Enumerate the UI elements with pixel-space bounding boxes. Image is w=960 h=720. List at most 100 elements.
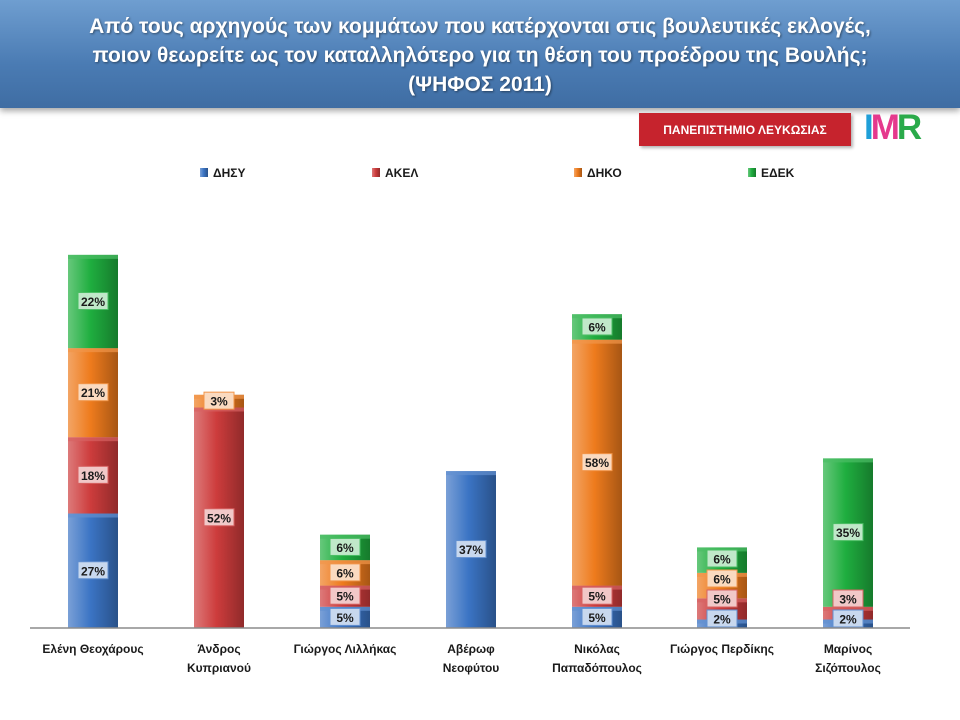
data-label: 6%: [329, 537, 361, 556]
data-label-box: [706, 549, 738, 568]
data-label-box: [203, 508, 235, 527]
bar-segment-cap: [572, 314, 622, 319]
data-label-text: 5%: [336, 611, 354, 625]
data-label: 22%: [77, 292, 109, 311]
x-tick-label: Ελένη Θεοχάρους: [42, 642, 143, 656]
legend-item-4: ΕΔΕΚ: [748, 166, 795, 180]
chart-title: Από τους αρχηγούς των κομμάτων που κατέρ…: [89, 15, 871, 96]
data-label-text: 27%: [81, 564, 105, 578]
legend-label: ΑΚΕΛ: [385, 166, 418, 180]
data-label-box: [455, 540, 487, 559]
bar-segment-cap: [68, 513, 118, 518]
x-tick-label: Γιώργος Περδίκης: [670, 642, 774, 656]
x-tick-label: Γιώργος Λιλλήκας: [294, 642, 397, 656]
data-label-text: 21%: [81, 386, 105, 400]
data-label: 5%: [581, 607, 613, 626]
bar-segment-cap: [697, 547, 747, 552]
data-label-text: 5%: [713, 593, 731, 607]
data-label-box: [832, 523, 864, 542]
data-label: 3%: [832, 589, 864, 608]
data-label-text: 5%: [336, 590, 354, 604]
legend-swatch: [200, 168, 208, 177]
data-label: 52%: [203, 508, 235, 527]
legend-item-2: ΑΚΕΛ: [372, 166, 418, 180]
data-label-box: [77, 383, 109, 402]
legend-item-1: ΔΗΣΥ: [200, 166, 246, 180]
data-label-box: [329, 607, 361, 626]
data-label-box: [77, 292, 109, 311]
data-label-box: [77, 561, 109, 580]
data-label-box: [832, 589, 864, 608]
data-label: 5%: [329, 586, 361, 605]
x-axis-labels: Ελένη Θεοχάρους Άνδρος Κυπριανού Γιώργος Λι…: [42, 642, 880, 675]
data-label: 21%: [77, 383, 109, 402]
data-label-text: 6%: [588, 320, 606, 334]
data-label: 6%: [581, 317, 613, 336]
data-label-text: 5%: [588, 590, 606, 604]
data-label-text: 6%: [336, 566, 354, 580]
data-label: 3%: [203, 391, 235, 410]
data-label-text: 18%: [81, 469, 105, 483]
data-label: 2%: [832, 609, 864, 628]
x-tick-label: Μαρίνος Σιζόπουλος: [815, 642, 881, 675]
data-label: 6%: [329, 563, 361, 582]
legend-label: ΔΗΣΥ: [213, 166, 246, 180]
university-badge: ΠΑΝΕΠΙΣΤΗΜΙΟ ΛΕΥΚΩΣΙΑΣ: [639, 113, 851, 146]
data-label-text: 2%: [713, 613, 731, 627]
data-label-text: 2%: [839, 613, 857, 627]
data-label-box: [581, 317, 613, 336]
data-label-box: [706, 569, 738, 588]
data-label: 58%: [581, 453, 613, 472]
x-tick-label: Άνδρος Κυπριανού: [187, 642, 251, 675]
x-tick-label: Νικόλας Παπαδόπουλος: [552, 642, 642, 675]
data-label: 18%: [77, 465, 109, 484]
title-band: Από τους αρχηγούς των κομμάτων που κατέρ…: [0, 0, 960, 108]
data-label: 2%: [706, 609, 738, 628]
data-label-box: [581, 607, 613, 626]
data-label-text: 52%: [207, 511, 231, 525]
x-tick-label: Αβέρωφ Νεοφύτου: [443, 642, 500, 675]
bar-segment-cap: [68, 437, 118, 442]
data-label-box: [706, 609, 738, 628]
bar-segment-cap: [823, 458, 873, 463]
legend-swatch: [748, 168, 756, 177]
data-label-text: 37%: [459, 543, 483, 557]
data-label-text: 5%: [588, 611, 606, 625]
bar-segment-cap: [68, 254, 118, 259]
data-label: 5%: [329, 607, 361, 626]
data-label-box: [581, 453, 613, 472]
data-label-box: [329, 563, 361, 582]
bars: 27% 18% 21% 22% 52% 3% 5% 5% 6% 6% 37% 5% 5% 58% 6% 2% 5…: [68, 254, 873, 628]
data-label: 5%: [581, 586, 613, 605]
legend-swatch: [372, 168, 380, 177]
data-label-box: [706, 589, 738, 608]
data-label-box: [581, 586, 613, 605]
data-label: 6%: [706, 569, 738, 588]
data-label-text: 3%: [839, 593, 857, 607]
data-label: 35%: [832, 523, 864, 542]
data-label-box: [329, 586, 361, 605]
bar-segment-cap: [68, 348, 118, 353]
data-label: 5%: [706, 589, 738, 608]
data-label-box: [832, 609, 864, 628]
bar-segment-cap: [446, 471, 496, 476]
legend-label: ΕΔΕΚ: [761, 166, 795, 180]
bar-segment-cap: [320, 534, 370, 539]
data-label-box: [329, 537, 361, 556]
data-label-text: 58%: [585, 456, 609, 470]
bar-segment-cap: [572, 339, 622, 344]
legend-label: ΔΗΚΟ: [587, 166, 622, 180]
legend-swatch: [574, 168, 582, 177]
data-label-text: 35%: [836, 526, 860, 540]
data-label: 6%: [706, 549, 738, 568]
data-label-box: [77, 465, 109, 484]
data-label: 27%: [77, 561, 109, 580]
data-label-text: 6%: [336, 541, 354, 555]
data-label-box: [203, 391, 235, 410]
data-label-text: 6%: [713, 553, 731, 567]
data-label: 37%: [455, 540, 487, 559]
data-label-text: 22%: [81, 295, 105, 309]
bar-segment-cap: [320, 560, 370, 565]
legend: ΔΗΣΥ ΑΚΕΛ ΔΗΚΟ ΕΔΕΚ: [200, 166, 795, 180]
